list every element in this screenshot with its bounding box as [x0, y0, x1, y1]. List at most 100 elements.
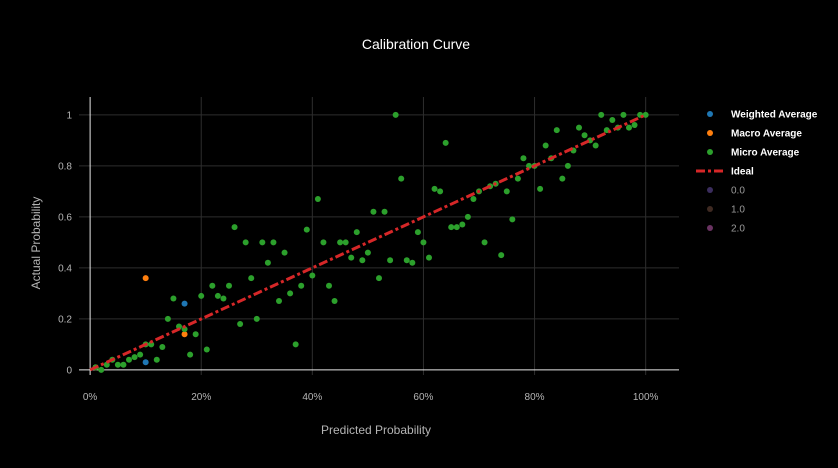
data-point [326, 282, 332, 289]
data-point [503, 188, 510, 195]
data-point [509, 216, 516, 223]
x-axis-title: Predicted Probability [321, 423, 431, 437]
y-tick-label: 1 [66, 110, 72, 121]
data-point [298, 282, 305, 289]
data-point [564, 162, 571, 169]
data-point [442, 139, 449, 146]
data-point [581, 132, 588, 139]
data-point [242, 239, 249, 246]
data-point [453, 224, 460, 231]
data-point [376, 275, 382, 282]
data-point [470, 196, 477, 203]
y-tick-label: 0 [66, 365, 72, 376]
data-point [498, 252, 505, 259]
data-point [259, 239, 266, 246]
data-point [281, 249, 288, 256]
data-point [137, 351, 144, 358]
legend-item[interactable]: 0.0 [707, 186, 745, 197]
data-point [142, 359, 149, 366]
data-point [231, 224, 238, 231]
y-tick-label: 0.2 [58, 314, 72, 325]
grid-lines [79, 97, 679, 375]
legend-item[interactable]: Ideal [696, 167, 754, 178]
legend-item[interactable]: Micro Average [707, 148, 800, 159]
data-point [526, 162, 532, 169]
data-point [203, 346, 210, 353]
data-point [431, 185, 438, 192]
data-point [164, 315, 171, 322]
data-point [220, 295, 227, 302]
data-point [420, 239, 427, 246]
x-tick-label: 100% [633, 392, 659, 403]
data-point [142, 275, 149, 282]
x-tick-label: 0% [83, 392, 98, 403]
data-point [559, 175, 566, 182]
chart-title: Calibration Curve [362, 36, 470, 52]
data-point [626, 124, 632, 131]
data-point [387, 257, 394, 264]
data-point [542, 142, 549, 149]
data-point [159, 343, 166, 350]
data-point [314, 196, 321, 203]
legend-item[interactable]: Weighted Average [707, 110, 818, 121]
data-point [364, 249, 371, 256]
y-tick-label: 0.8 [58, 161, 72, 172]
legend-item[interactable]: 1.0 [707, 205, 745, 216]
legend-label: Ideal [731, 167, 754, 178]
legend-label: 0.0 [731, 186, 745, 197]
data-point [120, 361, 127, 368]
data-point [98, 366, 105, 373]
data-point [309, 272, 316, 279]
data-point [170, 295, 177, 302]
legend-item[interactable]: Macro Average [707, 129, 802, 140]
data-point [253, 315, 260, 322]
data-point [448, 224, 455, 231]
data-point [631, 122, 638, 129]
data-point [353, 229, 360, 236]
data-point [237, 320, 244, 327]
legend-label: Macro Average [731, 129, 802, 140]
data-point [403, 257, 410, 264]
data-point [287, 290, 294, 297]
legend-label: Weighted Average [731, 110, 818, 121]
legend-label: 2.0 [731, 224, 745, 235]
data-point [620, 111, 627, 118]
data-point [459, 221, 466, 228]
data-point [181, 300, 188, 307]
data-point [514, 175, 521, 182]
legend-label: 1.0 [731, 205, 745, 216]
data-point [342, 239, 349, 246]
legend[interactable]: Weighted Average Macro Average Micro Avera… [696, 110, 818, 235]
data-point [148, 341, 155, 348]
legend-marker-swatch [707, 111, 713, 117]
data-point [276, 298, 282, 305]
y-tick-label: 0.4 [58, 263, 72, 274]
data-point [381, 208, 388, 215]
data-point [103, 361, 110, 368]
data-point [537, 185, 544, 192]
data-point [481, 239, 488, 246]
data-point [392, 111, 399, 118]
data-point [114, 361, 121, 368]
legend-item[interactable]: 2.0 [707, 224, 745, 235]
x-tick-label: 60% [413, 392, 433, 403]
data-point [303, 226, 310, 233]
data-point [153, 356, 160, 363]
data-point [320, 239, 327, 246]
y-tick-label: 0.6 [58, 212, 72, 223]
data-point [131, 354, 138, 361]
data-point [437, 188, 444, 195]
data-point [264, 259, 271, 266]
data-point [414, 229, 421, 236]
data-point [337, 239, 344, 246]
data-point [359, 257, 366, 264]
y-tick-labels: 0 0.2 0.4 0.6 0.8 1 [58, 110, 72, 376]
legend-marker-swatch [707, 225, 713, 231]
legend-marker-swatch [707, 187, 713, 193]
legend-marker-swatch [707, 206, 713, 212]
data-point [464, 213, 471, 220]
axes [79, 97, 679, 375]
data-series [89, 111, 649, 373]
data-point [187, 351, 194, 358]
